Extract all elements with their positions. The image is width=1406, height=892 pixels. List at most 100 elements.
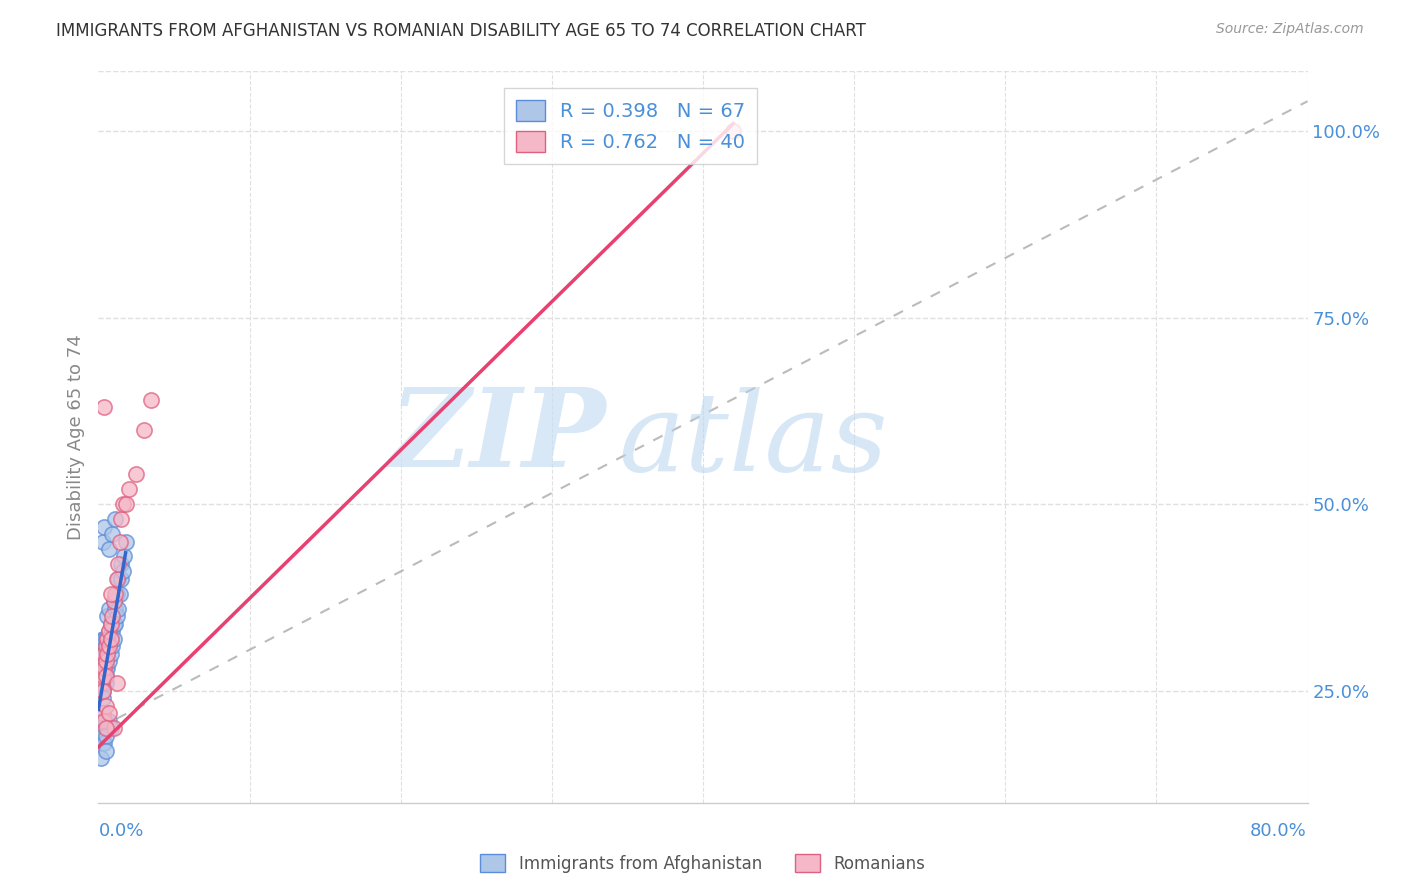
Point xyxy=(105,572,128,586)
Point xyxy=(93,519,115,533)
Point xyxy=(100,616,122,631)
Point xyxy=(94,654,117,668)
Point xyxy=(96,632,118,646)
Point xyxy=(93,647,115,661)
Point xyxy=(89,669,111,683)
Point xyxy=(98,639,121,653)
Point xyxy=(90,669,112,683)
Point xyxy=(104,587,127,601)
Point xyxy=(91,661,114,675)
Point xyxy=(93,661,115,675)
Point xyxy=(93,721,115,735)
Point xyxy=(90,751,112,765)
Text: Source: ZipAtlas.com: Source: ZipAtlas.com xyxy=(1216,22,1364,37)
Text: IMMIGRANTS FROM AFGHANISTAN VS ROMANIAN DISABILITY AGE 65 TO 74 CORRELATION CHAR: IMMIGRANTS FROM AFGHANISTAN VS ROMANIAN … xyxy=(56,22,866,40)
Point xyxy=(108,534,131,549)
Point xyxy=(96,661,118,675)
Point xyxy=(98,624,121,639)
Text: ZIP: ZIP xyxy=(389,384,606,491)
Point xyxy=(101,609,124,624)
Point xyxy=(100,632,122,646)
Point xyxy=(91,632,114,646)
Point xyxy=(141,392,163,407)
Point xyxy=(94,669,117,683)
Point xyxy=(103,594,125,608)
Point xyxy=(93,736,115,750)
Point xyxy=(94,721,117,735)
Point xyxy=(93,661,115,675)
Point xyxy=(91,669,114,683)
Point xyxy=(125,467,148,482)
Point xyxy=(100,616,122,631)
Point xyxy=(94,632,117,646)
Point xyxy=(112,549,135,564)
Point xyxy=(104,512,127,526)
Point xyxy=(105,587,128,601)
Point xyxy=(110,512,132,526)
Point xyxy=(111,565,134,579)
Point xyxy=(90,676,112,690)
Point xyxy=(90,661,112,675)
Point xyxy=(91,683,114,698)
Point xyxy=(118,483,141,497)
Point xyxy=(89,661,111,675)
Point xyxy=(90,683,112,698)
Point xyxy=(111,497,134,511)
Legend: R = 0.398   N = 67, R = 0.762   N = 40: R = 0.398 N = 67, R = 0.762 N = 40 xyxy=(503,88,756,164)
Point xyxy=(96,647,118,661)
Point xyxy=(90,676,112,690)
Point xyxy=(96,721,118,735)
Point xyxy=(91,706,114,721)
Point xyxy=(98,601,121,615)
Point xyxy=(98,624,121,639)
Point xyxy=(94,647,117,661)
Point xyxy=(96,647,118,661)
Point xyxy=(94,743,117,757)
Point xyxy=(91,729,114,743)
Point xyxy=(91,534,114,549)
Point xyxy=(100,721,122,735)
Point xyxy=(114,497,136,511)
Point xyxy=(107,601,129,615)
Point xyxy=(90,647,112,661)
Point xyxy=(105,676,128,690)
Point xyxy=(101,624,124,639)
Point xyxy=(93,647,115,661)
Point xyxy=(132,423,155,437)
Point xyxy=(110,572,132,586)
Point xyxy=(107,557,129,571)
Point xyxy=(723,124,745,138)
Point xyxy=(93,632,115,646)
Point xyxy=(94,698,117,713)
Point xyxy=(91,714,114,728)
Point xyxy=(94,714,117,728)
Y-axis label: Disability Age 65 to 74: Disability Age 65 to 74 xyxy=(66,334,84,540)
Point xyxy=(100,632,122,646)
Text: 80.0%: 80.0% xyxy=(1250,822,1306,840)
Point xyxy=(104,601,127,615)
Point xyxy=(90,706,112,721)
Point xyxy=(98,639,121,653)
Point xyxy=(98,654,121,668)
Point xyxy=(93,714,115,728)
Text: atlas: atlas xyxy=(619,387,889,494)
Point xyxy=(94,676,117,690)
Point xyxy=(94,661,117,675)
Point xyxy=(96,609,118,624)
Point xyxy=(100,647,122,661)
Point xyxy=(94,639,117,653)
Point xyxy=(91,683,114,698)
Point xyxy=(91,676,114,690)
Point xyxy=(91,647,114,661)
Point xyxy=(101,639,124,653)
Point xyxy=(103,632,125,646)
Point xyxy=(98,542,121,557)
Point xyxy=(93,401,115,415)
Point xyxy=(114,534,136,549)
Point xyxy=(93,669,115,683)
Point xyxy=(105,609,128,624)
Point xyxy=(110,557,132,571)
Point xyxy=(104,616,127,631)
Point xyxy=(93,676,115,690)
Point xyxy=(94,729,117,743)
